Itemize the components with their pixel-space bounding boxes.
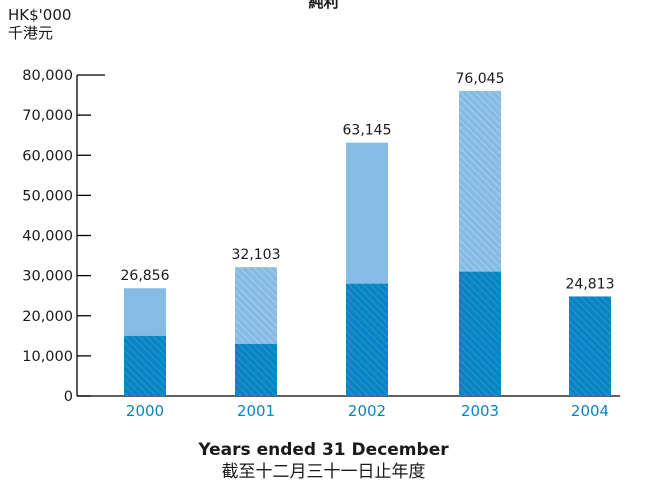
y-tick-label: 40,000	[22, 229, 73, 245]
x-axis-title: Years ended 31 December	[198, 440, 449, 460]
y-tick-label: 50,000	[22, 188, 73, 204]
bar-upper-segment	[346, 142, 388, 284]
bar-base-hatching	[569, 296, 611, 396]
y-unit-label-chinese: 千港元	[8, 24, 54, 42]
y-tick-label: 0	[64, 389, 73, 405]
x-axis-title-chinese: 截至十二月三十一日止年度	[221, 462, 426, 482]
bar-base-hatching	[235, 343, 277, 396]
bar-value-label: 26,856	[121, 268, 170, 284]
chart-title: 純利	[308, 0, 339, 11]
y-tick-label: 10,000	[22, 349, 73, 365]
bar-value-label: 76,045	[456, 71, 505, 87]
y-tick-label: 80,000	[22, 68, 73, 84]
bar-upper-hatching	[459, 90, 501, 272]
y-tick-label: 20,000	[22, 309, 73, 325]
x-category-label: 2004	[571, 402, 609, 420]
bar-base-hatching	[346, 283, 388, 396]
x-category-label: 2000	[126, 402, 164, 420]
y-tick-label: 60,000	[22, 148, 73, 164]
bar-upper-hatching	[235, 267, 277, 344]
y-unit-label: HK$'000	[8, 6, 72, 24]
y-tick-label: 30,000	[22, 269, 73, 285]
x-category-label: 2003	[461, 402, 499, 420]
bar-upper-segment	[124, 288, 166, 336]
bar-value-label: 32,103	[232, 247, 281, 263]
x-category-label: 2001	[237, 402, 275, 420]
y-tick-label: 70,000	[22, 108, 73, 124]
x-category-label: 2002	[348, 402, 386, 420]
bar-value-label: 63,145	[343, 123, 392, 139]
bar-value-label: 24,813	[566, 276, 615, 292]
bar-base-hatching	[124, 335, 166, 396]
bar-base-hatching	[459, 271, 501, 396]
